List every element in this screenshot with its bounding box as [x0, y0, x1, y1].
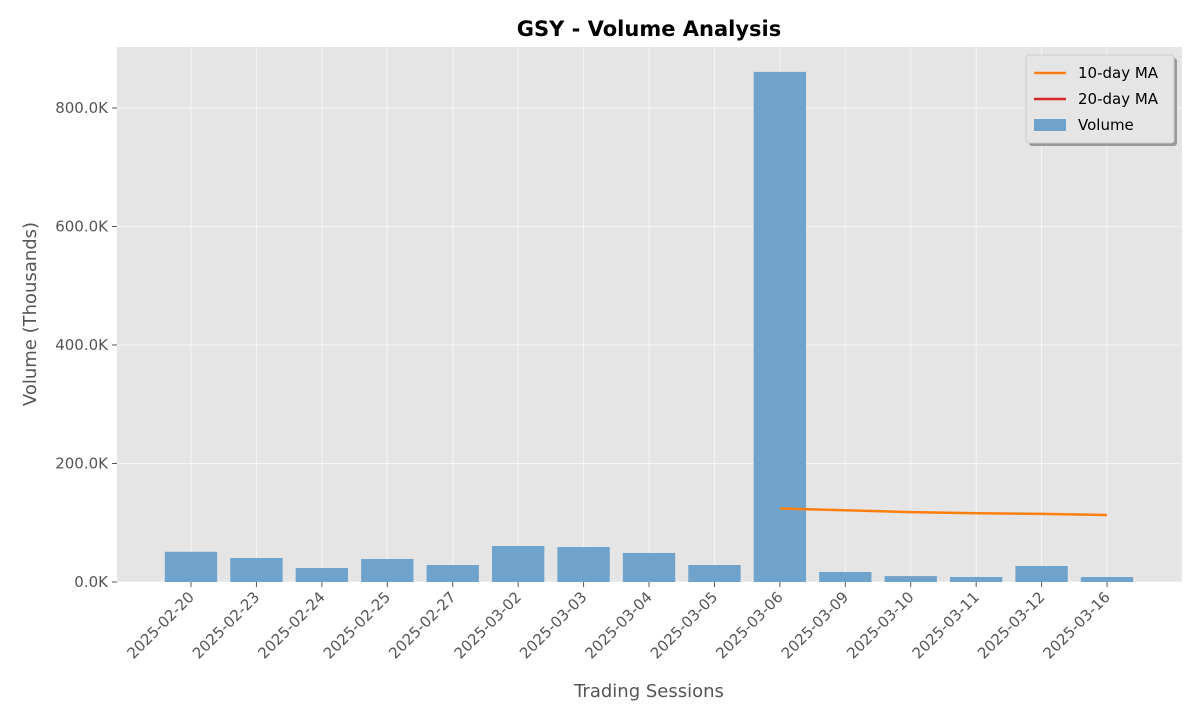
bar: [622, 552, 676, 582]
bar: [230, 558, 283, 582]
bar: [557, 547, 610, 582]
y-tick-label: 600.0K: [55, 218, 109, 236]
x-tick-label: 2025-02-27: [385, 588, 459, 662]
bar: [753, 71, 807, 582]
bar: [164, 551, 218, 582]
x-tick-label: 2025-03-03: [516, 588, 590, 662]
x-tick-label: 2025-03-12: [974, 588, 1048, 662]
x-tick-label: 2025-03-06: [712, 588, 786, 662]
y-tick-label: 0.0K: [74, 573, 109, 591]
x-tick-label: 2025-02-25: [320, 588, 394, 662]
x-tick-label: 2025-02-24: [254, 588, 328, 662]
x-axis-label: Trading Sessions: [573, 681, 724, 702]
legend-label: Volume: [1078, 116, 1134, 134]
bar: [491, 545, 545, 582]
x-tick-label: 2025-03-09: [778, 588, 852, 662]
legend: 10-day MA 20-day MA Volume: [1025, 54, 1177, 146]
bar: [884, 576, 937, 582]
bar: [1080, 577, 1134, 582]
legend-label: 10-day MA: [1078, 64, 1159, 82]
bar: [688, 564, 741, 582]
y-tick-label: 400.0K: [55, 336, 109, 354]
y-tick-label: 800.0K: [55, 99, 109, 117]
y-axis-label: Volume (Thousands): [20, 222, 41, 406]
chart-title: GSY - Volume Analysis: [517, 17, 781, 41]
legend-label: 20-day MA: [1078, 90, 1159, 108]
bar: [361, 559, 414, 582]
x-tick-label: 2025-03-11: [909, 588, 983, 662]
legend-swatch: [1034, 119, 1066, 131]
bar: [426, 564, 479, 582]
y-tick-label: 200.0K: [55, 455, 109, 473]
x-tick-label: 2025-03-02: [451, 588, 525, 662]
x-tick-label: 2025-03-04: [581, 588, 655, 662]
x-tick-label: 2025-03-10: [843, 588, 917, 662]
x-tick-label: 2025-02-23: [189, 588, 263, 662]
x-tick-label: 2025-02-20: [123, 588, 197, 662]
bar: [1015, 566, 1068, 582]
bar: [819, 571, 872, 582]
ma-line: [779, 507, 1108, 517]
x-tick-label: 2025-03-05: [647, 588, 721, 662]
bar: [949, 577, 1003, 582]
bar: [295, 568, 349, 582]
x-tick-label: 2025-03-16: [1039, 588, 1113, 662]
